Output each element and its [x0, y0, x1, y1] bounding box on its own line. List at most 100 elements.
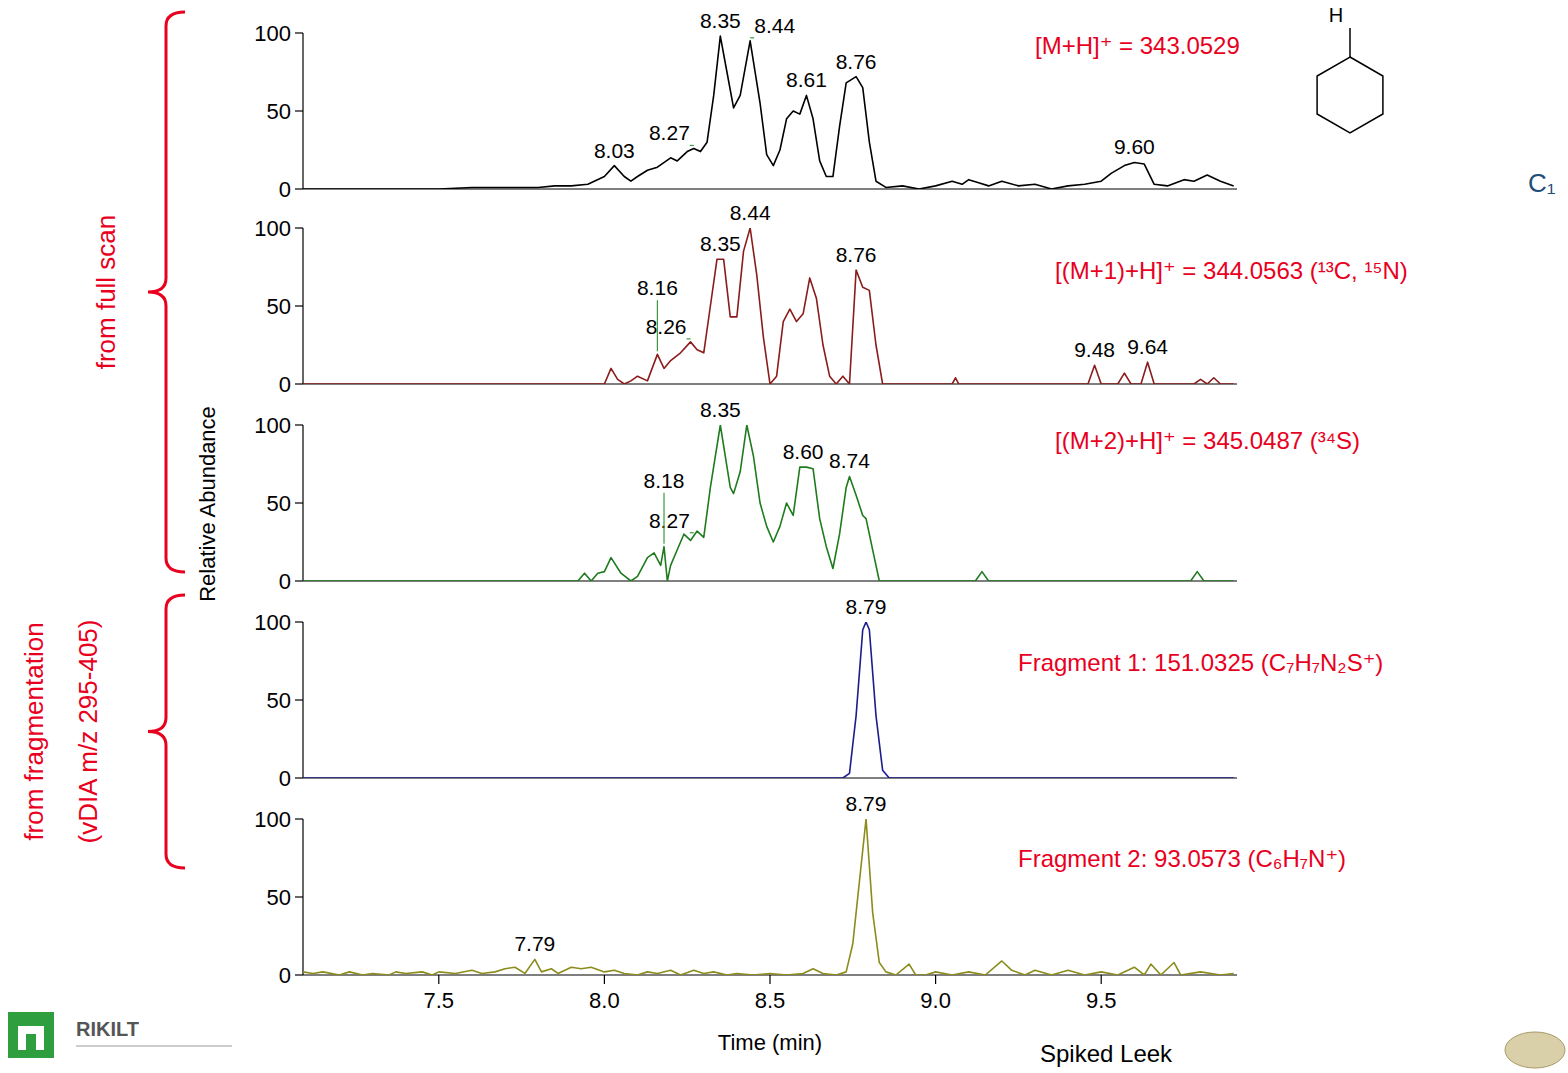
series-label-group: [(M+1)+H]⁺ = 344.0563 (¹³C, ¹⁵N) [1055, 257, 1408, 284]
y-tick [295, 818, 303, 819]
y-tick [295, 699, 303, 700]
peak-label: 8.79 [846, 792, 887, 815]
y-tick [295, 580, 303, 581]
y-tick-label: 100 [254, 413, 291, 438]
label-patch [699, 398, 742, 421]
series-label: [M+H]⁺ = 343.0529 [1035, 32, 1240, 59]
x-tick [935, 975, 936, 984]
y-tick-label: 0 [279, 963, 291, 988]
peak-label: 8.76 [836, 243, 877, 266]
x-tick-label: 9.5 [1086, 988, 1117, 1013]
figure: 050100[M+H]⁺ = 343.05298.358.448.768.618… [0, 0, 1568, 1073]
plot-area [303, 228, 1234, 384]
peak-label: 9.60 [1114, 135, 1155, 158]
label-patch [729, 201, 772, 224]
leader-line [657, 300, 658, 351]
trace [303, 228, 1234, 384]
leader-line [663, 493, 664, 544]
trace [303, 622, 1234, 778]
x-tick [769, 975, 770, 984]
y-tick [295, 227, 303, 228]
peak-label: 8.60 [783, 440, 824, 463]
leader-line [687, 338, 691, 339]
panel: 050100 [254, 216, 1237, 397]
peak-label: 8.35 [700, 9, 741, 32]
y-axis-title: Relative Abundance [195, 406, 220, 602]
label-patch [645, 315, 688, 338]
y-tick [295, 424, 303, 425]
annotation-group: 8.79 7.79 [513, 792, 887, 955]
plot-area [303, 36, 1234, 189]
x-tick [604, 975, 605, 984]
y-tick-label: 0 [279, 177, 291, 202]
ring [1317, 57, 1383, 133]
peak-label: 8.18 [644, 469, 685, 492]
trace [303, 819, 1234, 975]
series-label: Fragment 1: 151.0325 (C₇H₇N₂S⁺) [1018, 649, 1383, 676]
label-patch [845, 595, 888, 618]
y-tick [295, 188, 303, 189]
y-tick [295, 502, 303, 503]
label-patch [835, 50, 878, 73]
leader-line [750, 37, 754, 38]
annotation-group: 8.448.358.768.268.169.649.48 [636, 201, 1169, 361]
y-tick-label: 0 [279, 766, 291, 791]
y-tick-label: 100 [254, 807, 291, 832]
peak-label: 8.74 [829, 449, 870, 472]
peak-label: 8.44 [730, 201, 771, 224]
label-patch [1126, 335, 1169, 358]
peak-label: 8.61 [786, 68, 827, 91]
label-patch [753, 14, 796, 37]
label-patch [636, 276, 679, 299]
y-tick [295, 896, 303, 897]
atom-label: H [1329, 4, 1343, 26]
y-tick-label: 0 [279, 569, 291, 594]
caption: Spiked Leek [1040, 1040, 1173, 1067]
logo-square [8, 1012, 54, 1058]
peak-label: 8.27 [649, 121, 690, 144]
label-patch [648, 121, 691, 144]
y-tick-label: 50 [267, 99, 291, 124]
annotation-group: 8.79 [845, 595, 888, 618]
peak-label: 8.35 [700, 398, 741, 421]
x-tick [1101, 975, 1102, 984]
label-patch [828, 449, 871, 472]
logo-rule [76, 1046, 232, 1047]
peak-label: 7.79 [514, 932, 555, 955]
peak-label: 8.27 [649, 509, 690, 532]
y-tick [295, 110, 303, 111]
series-label: Fragment 2: 93.0573 (C₆H₇N⁺) [1018, 845, 1346, 872]
peak-label: 9.48 [1074, 338, 1115, 361]
series-label-group: Fragment 2: 93.0573 (C₆H₇N⁺) [1018, 845, 1346, 872]
y-tick-label: 50 [267, 885, 291, 910]
series-label: [(M+1)+H]⁺ = 344.0563 (¹³C, ¹⁵N) [1055, 257, 1408, 284]
label-patch [699, 9, 742, 32]
plot-area [303, 819, 1234, 975]
y-tick [295, 383, 303, 384]
peak-label: 8.79 [846, 595, 887, 618]
leader-line [690, 532, 694, 533]
y-tick [295, 777, 303, 778]
peak-label: 8.35 [700, 232, 741, 255]
series-label-group: [M+H]⁺ = 343.0529 [1035, 32, 1240, 59]
label-patch [1113, 135, 1156, 158]
logo-text: RIKILT [76, 1018, 139, 1040]
annotation-group: 8.358.448.768.618.279.608.03 [593, 9, 1156, 161]
x-tick-label: 8.0 [589, 988, 620, 1013]
group-label: from full scan [91, 215, 121, 370]
x-tick-label: 8.5 [755, 988, 786, 1013]
formula: C₁ [1528, 168, 1556, 198]
peak-label: 8.76 [836, 50, 877, 73]
x-axis-title: Time (min) [718, 1030, 822, 1055]
y-tick-label: 100 [254, 21, 291, 46]
y-tick [295, 621, 303, 622]
trace [303, 36, 1234, 189]
y-tick-label: 50 [267, 688, 291, 713]
label-patch [835, 243, 878, 266]
plot-area [303, 622, 1234, 778]
group-label: from fragmentation [19, 622, 49, 840]
y-tick-label: 0 [279, 372, 291, 397]
group-label: (vDIA m/z 295-405) [73, 620, 103, 844]
peak-label: 8.26 [646, 315, 687, 338]
y-tick-label: 100 [254, 610, 291, 635]
